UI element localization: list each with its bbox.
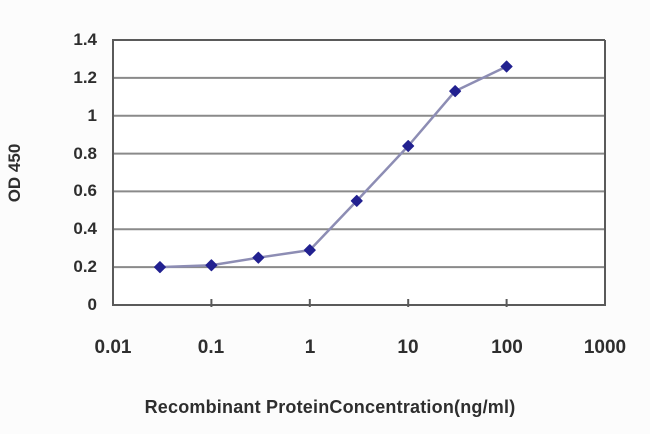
y-tick-label: 1.4	[73, 30, 97, 49]
y-tick-label: 0	[87, 295, 97, 314]
x-tick-label: 0.1	[197, 337, 225, 358]
x-tick-label: 1	[304, 337, 316, 358]
y-tick-label: 0.6	[73, 181, 97, 200]
x-tick-label: 10	[397, 337, 419, 358]
x-tick-label: 1000	[583, 337, 627, 358]
x-axis-title: Recombinant ProteinConcentration(ng/ml)	[144, 397, 516, 417]
x-tick-label: 0.01	[94, 337, 132, 358]
y-tick-label: 0.8	[73, 144, 97, 163]
x-tick-label: 100	[491, 337, 523, 358]
y-tick-label: 0.4	[73, 219, 97, 238]
y-tick-label: 0.2	[73, 257, 97, 276]
y-tick-label: 1.2	[73, 68, 97, 87]
y-tick-label: 1	[87, 106, 97, 125]
